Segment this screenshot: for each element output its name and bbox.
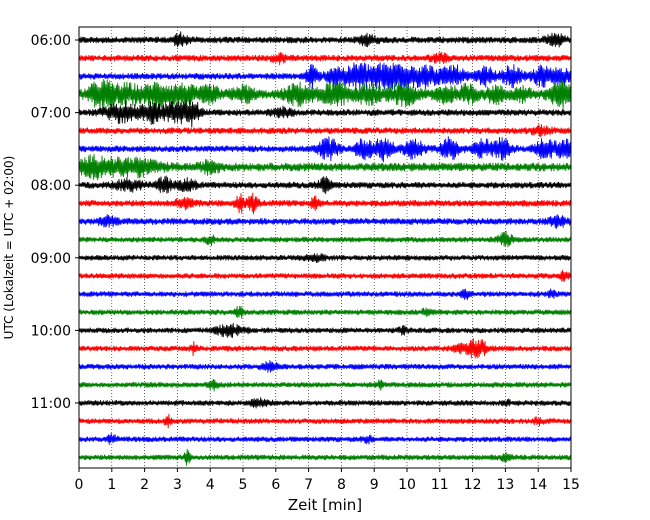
trace-0700: [78, 99, 572, 128]
x-tick-label: 12: [464, 477, 482, 493]
trace-0915: [78, 269, 572, 283]
trace-1145: [78, 448, 572, 466]
x-tick-label: 7: [304, 477, 313, 493]
trace-0715: [78, 123, 572, 138]
trace-0945: [78, 305, 572, 319]
trace-1100: [78, 397, 572, 409]
x-tick-label: 9: [370, 477, 379, 493]
x-axis-label: Zeit [min]: [288, 496, 362, 514]
trace-0730: [78, 136, 572, 163]
y-axis-label: UTC (Lokalzeit = UTC + 02:00): [2, 156, 16, 340]
trace-0745: [78, 153, 572, 181]
trace-1030: [78, 360, 572, 373]
x-tick-label: 5: [239, 477, 248, 493]
trace-0845: [78, 230, 572, 248]
trace-0830: [78, 214, 572, 229]
y-tick-label: 09:00: [31, 251, 71, 267]
y-axis-ticks: 06:00 07:00 08:00 09:00 10:00 11:00: [31, 33, 79, 412]
x-tick-label: 1: [107, 477, 116, 493]
y-tick-label: 07:00: [31, 106, 71, 122]
trace-1015: [78, 338, 572, 359]
y-tick-label: 06:00: [31, 33, 71, 49]
x-axis-ticks: 0 1 2 3 4 5 6 7 8 9 10 11 12 13 14 15: [75, 468, 580, 493]
trace-0815: [78, 192, 572, 215]
y-tick-label: 08:00: [31, 178, 71, 194]
x-tick-label: 2: [140, 477, 149, 493]
trace-1045: [78, 379, 572, 392]
y-tick-label: 11:00: [31, 396, 71, 412]
trace-0645: [78, 79, 572, 111]
trace-1000: [78, 323, 572, 338]
x-tick-label: 6: [271, 477, 280, 493]
plot-frame: [78, 26, 572, 469]
trace-0600: [78, 31, 572, 48]
x-tick-label: 3: [173, 477, 182, 493]
x-tick-label: 10: [398, 477, 416, 493]
trace-0800: [78, 175, 572, 195]
x-tick-label: 14: [529, 477, 547, 493]
trace-0630: [78, 62, 572, 91]
trace-1115: [78, 413, 572, 429]
trace-0930: [78, 288, 572, 301]
x-tick-label: 13: [496, 477, 514, 493]
x-tick-label: 11: [431, 477, 449, 493]
y-tick-label: 10:00: [31, 323, 71, 339]
trace-0615: [78, 51, 572, 66]
seismic-traces: [78, 31, 572, 466]
x-tick-label: 0: [75, 477, 84, 493]
x-tick-label: 8: [337, 477, 346, 493]
x-tick-label: 15: [562, 477, 580, 493]
trace-1130: [78, 432, 572, 445]
x-tick-label: 4: [206, 477, 215, 493]
trace-0900: [78, 253, 572, 264]
